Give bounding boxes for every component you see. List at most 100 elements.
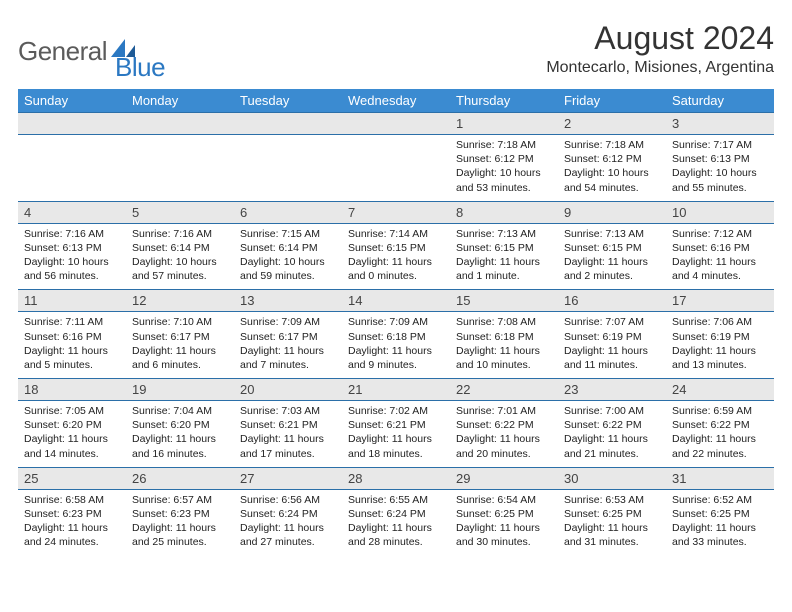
day-number-cell: 28 bbox=[342, 467, 450, 489]
day-detail-cell: Sunrise: 7:07 AMSunset: 6:19 PMDaylight:… bbox=[558, 312, 666, 379]
day-detail-cell: Sunrise: 7:02 AMSunset: 6:21 PMDaylight:… bbox=[342, 401, 450, 468]
day-detail-cell bbox=[342, 135, 450, 202]
weekday-header: Sunday bbox=[18, 89, 126, 113]
day-detail: Sunrise: 7:03 AMSunset: 6:21 PMDaylight:… bbox=[234, 401, 342, 467]
day-detail: Sunrise: 7:14 AMSunset: 6:15 PMDaylight:… bbox=[342, 224, 450, 290]
day-detail: Sunrise: 7:13 AMSunset: 6:15 PMDaylight:… bbox=[450, 224, 558, 290]
day-number: 23 bbox=[558, 379, 666, 400]
day-number: 29 bbox=[450, 468, 558, 489]
day-number-cell: 23 bbox=[558, 379, 666, 401]
day-number: 20 bbox=[234, 379, 342, 400]
day-detail-cell: Sunrise: 7:04 AMSunset: 6:20 PMDaylight:… bbox=[126, 401, 234, 468]
day-detail-cell: Sunrise: 7:10 AMSunset: 6:17 PMDaylight:… bbox=[126, 312, 234, 379]
day-detail: Sunrise: 6:58 AMSunset: 6:23 PMDaylight:… bbox=[18, 490, 126, 556]
day-detail: Sunrise: 7:09 AMSunset: 6:17 PMDaylight:… bbox=[234, 312, 342, 378]
day-detail: Sunrise: 7:12 AMSunset: 6:16 PMDaylight:… bbox=[666, 224, 774, 290]
logo-text-1: General bbox=[18, 36, 107, 67]
day-detail: Sunrise: 7:18 AMSunset: 6:12 PMDaylight:… bbox=[558, 135, 666, 201]
day-number: 30 bbox=[558, 468, 666, 489]
day-number-cell: 17 bbox=[666, 290, 774, 312]
day-detail: Sunrise: 6:56 AMSunset: 6:24 PMDaylight:… bbox=[234, 490, 342, 556]
day-detail-cell: Sunrise: 6:59 AMSunset: 6:22 PMDaylight:… bbox=[666, 401, 774, 468]
day-detail: Sunrise: 6:57 AMSunset: 6:23 PMDaylight:… bbox=[126, 490, 234, 556]
day-detail-cell: Sunrise: 7:16 AMSunset: 6:13 PMDaylight:… bbox=[18, 223, 126, 290]
day-number: 17 bbox=[666, 290, 774, 311]
day-detail: Sunrise: 7:04 AMSunset: 6:20 PMDaylight:… bbox=[126, 401, 234, 467]
day-number: 24 bbox=[666, 379, 774, 400]
weekday-header: Monday bbox=[126, 89, 234, 113]
day-number-cell: 3 bbox=[666, 113, 774, 135]
day-detail: Sunrise: 7:16 AMSunset: 6:14 PMDaylight:… bbox=[126, 224, 234, 290]
day-number-cell: 2 bbox=[558, 113, 666, 135]
day-detail: Sunrise: 7:10 AMSunset: 6:17 PMDaylight:… bbox=[126, 312, 234, 378]
day-number-cell: 29 bbox=[450, 467, 558, 489]
day-detail-cell: Sunrise: 7:14 AMSunset: 6:15 PMDaylight:… bbox=[342, 223, 450, 290]
day-detail: Sunrise: 7:11 AMSunset: 6:16 PMDaylight:… bbox=[18, 312, 126, 378]
day-detail: Sunrise: 7:06 AMSunset: 6:19 PMDaylight:… bbox=[666, 312, 774, 378]
day-number-cell: 18 bbox=[18, 379, 126, 401]
day-number-cell: 16 bbox=[558, 290, 666, 312]
day-detail-cell: Sunrise: 7:11 AMSunset: 6:16 PMDaylight:… bbox=[18, 312, 126, 379]
day-detail-cell bbox=[126, 135, 234, 202]
day-number: 19 bbox=[126, 379, 234, 400]
day-number-cell: 1 bbox=[450, 113, 558, 135]
day-number-cell: 5 bbox=[126, 201, 234, 223]
day-number-cell: 10 bbox=[666, 201, 774, 223]
day-number-cell bbox=[234, 113, 342, 135]
day-number: 10 bbox=[666, 202, 774, 223]
day-detail-cell: Sunrise: 7:15 AMSunset: 6:14 PMDaylight:… bbox=[234, 223, 342, 290]
page-header: General Blue August 2024 Montecarlo, Mis… bbox=[18, 20, 774, 77]
day-detail-cell: Sunrise: 7:09 AMSunset: 6:17 PMDaylight:… bbox=[234, 312, 342, 379]
calendar-table: SundayMondayTuesdayWednesdayThursdayFrid… bbox=[18, 89, 774, 555]
day-detail-cell: Sunrise: 7:13 AMSunset: 6:15 PMDaylight:… bbox=[450, 223, 558, 290]
day-detail-cell: Sunrise: 7:12 AMSunset: 6:16 PMDaylight:… bbox=[666, 223, 774, 290]
day-number-cell: 6 bbox=[234, 201, 342, 223]
day-detail-cell: Sunrise: 7:18 AMSunset: 6:12 PMDaylight:… bbox=[558, 135, 666, 202]
day-detail-cell: Sunrise: 7:08 AMSunset: 6:18 PMDaylight:… bbox=[450, 312, 558, 379]
day-detail-cell bbox=[18, 135, 126, 202]
day-detail: Sunrise: 7:00 AMSunset: 6:22 PMDaylight:… bbox=[558, 401, 666, 467]
day-number-cell: 30 bbox=[558, 467, 666, 489]
day-number-cell: 27 bbox=[234, 467, 342, 489]
day-number: 7 bbox=[342, 202, 450, 223]
day-detail: Sunrise: 7:02 AMSunset: 6:21 PMDaylight:… bbox=[342, 401, 450, 467]
day-number-cell: 8 bbox=[450, 201, 558, 223]
day-number: 12 bbox=[126, 290, 234, 311]
day-detail: Sunrise: 7:18 AMSunset: 6:12 PMDaylight:… bbox=[450, 135, 558, 201]
day-detail-cell: Sunrise: 6:53 AMSunset: 6:25 PMDaylight:… bbox=[558, 489, 666, 555]
day-detail-cell: Sunrise: 6:56 AMSunset: 6:24 PMDaylight:… bbox=[234, 489, 342, 555]
day-number: 31 bbox=[666, 468, 774, 489]
day-detail: Sunrise: 7:01 AMSunset: 6:22 PMDaylight:… bbox=[450, 401, 558, 467]
day-detail-cell: Sunrise: 6:54 AMSunset: 6:25 PMDaylight:… bbox=[450, 489, 558, 555]
weekday-header: Tuesday bbox=[234, 89, 342, 113]
day-detail: Sunrise: 7:05 AMSunset: 6:20 PMDaylight:… bbox=[18, 401, 126, 467]
day-detail: Sunrise: 6:54 AMSunset: 6:25 PMDaylight:… bbox=[450, 490, 558, 556]
day-number: 3 bbox=[666, 113, 774, 134]
day-number-cell: 15 bbox=[450, 290, 558, 312]
day-number: 8 bbox=[450, 202, 558, 223]
day-number: 2 bbox=[558, 113, 666, 134]
day-number: 18 bbox=[18, 379, 126, 400]
day-detail-cell: Sunrise: 7:17 AMSunset: 6:13 PMDaylight:… bbox=[666, 135, 774, 202]
day-number-cell: 13 bbox=[234, 290, 342, 312]
day-detail-cell: Sunrise: 7:16 AMSunset: 6:14 PMDaylight:… bbox=[126, 223, 234, 290]
day-number: 25 bbox=[18, 468, 126, 489]
day-detail-cell: Sunrise: 7:01 AMSunset: 6:22 PMDaylight:… bbox=[450, 401, 558, 468]
day-detail-cell: Sunrise: 7:05 AMSunset: 6:20 PMDaylight:… bbox=[18, 401, 126, 468]
day-number: 21 bbox=[342, 379, 450, 400]
day-detail: Sunrise: 7:08 AMSunset: 6:18 PMDaylight:… bbox=[450, 312, 558, 378]
day-detail-cell: Sunrise: 7:06 AMSunset: 6:19 PMDaylight:… bbox=[666, 312, 774, 379]
day-number: 4 bbox=[18, 202, 126, 223]
day-detail-cell: Sunrise: 7:03 AMSunset: 6:21 PMDaylight:… bbox=[234, 401, 342, 468]
day-number-cell: 20 bbox=[234, 379, 342, 401]
day-number: 22 bbox=[450, 379, 558, 400]
day-detail-cell bbox=[234, 135, 342, 202]
day-detail: Sunrise: 7:16 AMSunset: 6:13 PMDaylight:… bbox=[18, 224, 126, 290]
day-number-cell: 21 bbox=[342, 379, 450, 401]
day-number-cell: 24 bbox=[666, 379, 774, 401]
day-number-cell: 25 bbox=[18, 467, 126, 489]
day-number: 1 bbox=[450, 113, 558, 134]
day-number-cell: 4 bbox=[18, 201, 126, 223]
day-detail: Sunrise: 6:59 AMSunset: 6:22 PMDaylight:… bbox=[666, 401, 774, 467]
day-number-cell: 31 bbox=[666, 467, 774, 489]
